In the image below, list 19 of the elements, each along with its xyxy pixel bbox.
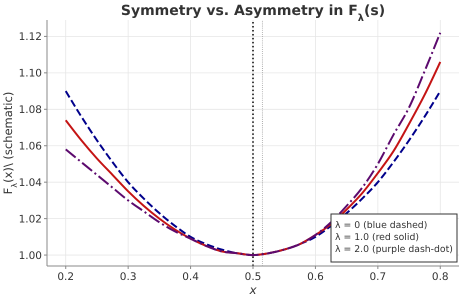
y-tick-label: 1.06 xyxy=(18,140,42,153)
x-tick-label: 0.4 xyxy=(182,271,200,283)
x-axis-title: x xyxy=(248,283,258,297)
y-tick-label: 1.00 xyxy=(18,250,42,262)
y-tick-label: 1.08 xyxy=(18,104,42,116)
x-tick-label: 0.6 xyxy=(307,271,324,283)
x-tick-label: 0.5 xyxy=(244,271,262,283)
chart-title: Symmetry vs. Asymmetry in F$_{λ}$(s) xyxy=(120,3,386,24)
x-tick-label: 0.8 xyxy=(432,271,449,283)
x-tick-label: 0.2 xyxy=(57,271,74,283)
series-label: λ = 0 (blue dashed) xyxy=(335,220,428,231)
x-tick-label: 0.3 xyxy=(120,271,137,283)
x-tick-label: 0.7 xyxy=(369,271,386,283)
text: λ = 2.0 (purple dash-dot) xyxy=(335,244,453,255)
y-tick-label: 1.04 xyxy=(18,176,42,189)
series-label: λ = 1.0 (red solid) xyxy=(335,232,419,243)
y-tick-label: 1.02 xyxy=(18,213,42,226)
y-tick-label: 1.12 xyxy=(18,31,42,44)
y-tick-label: 1.10 xyxy=(18,68,42,80)
